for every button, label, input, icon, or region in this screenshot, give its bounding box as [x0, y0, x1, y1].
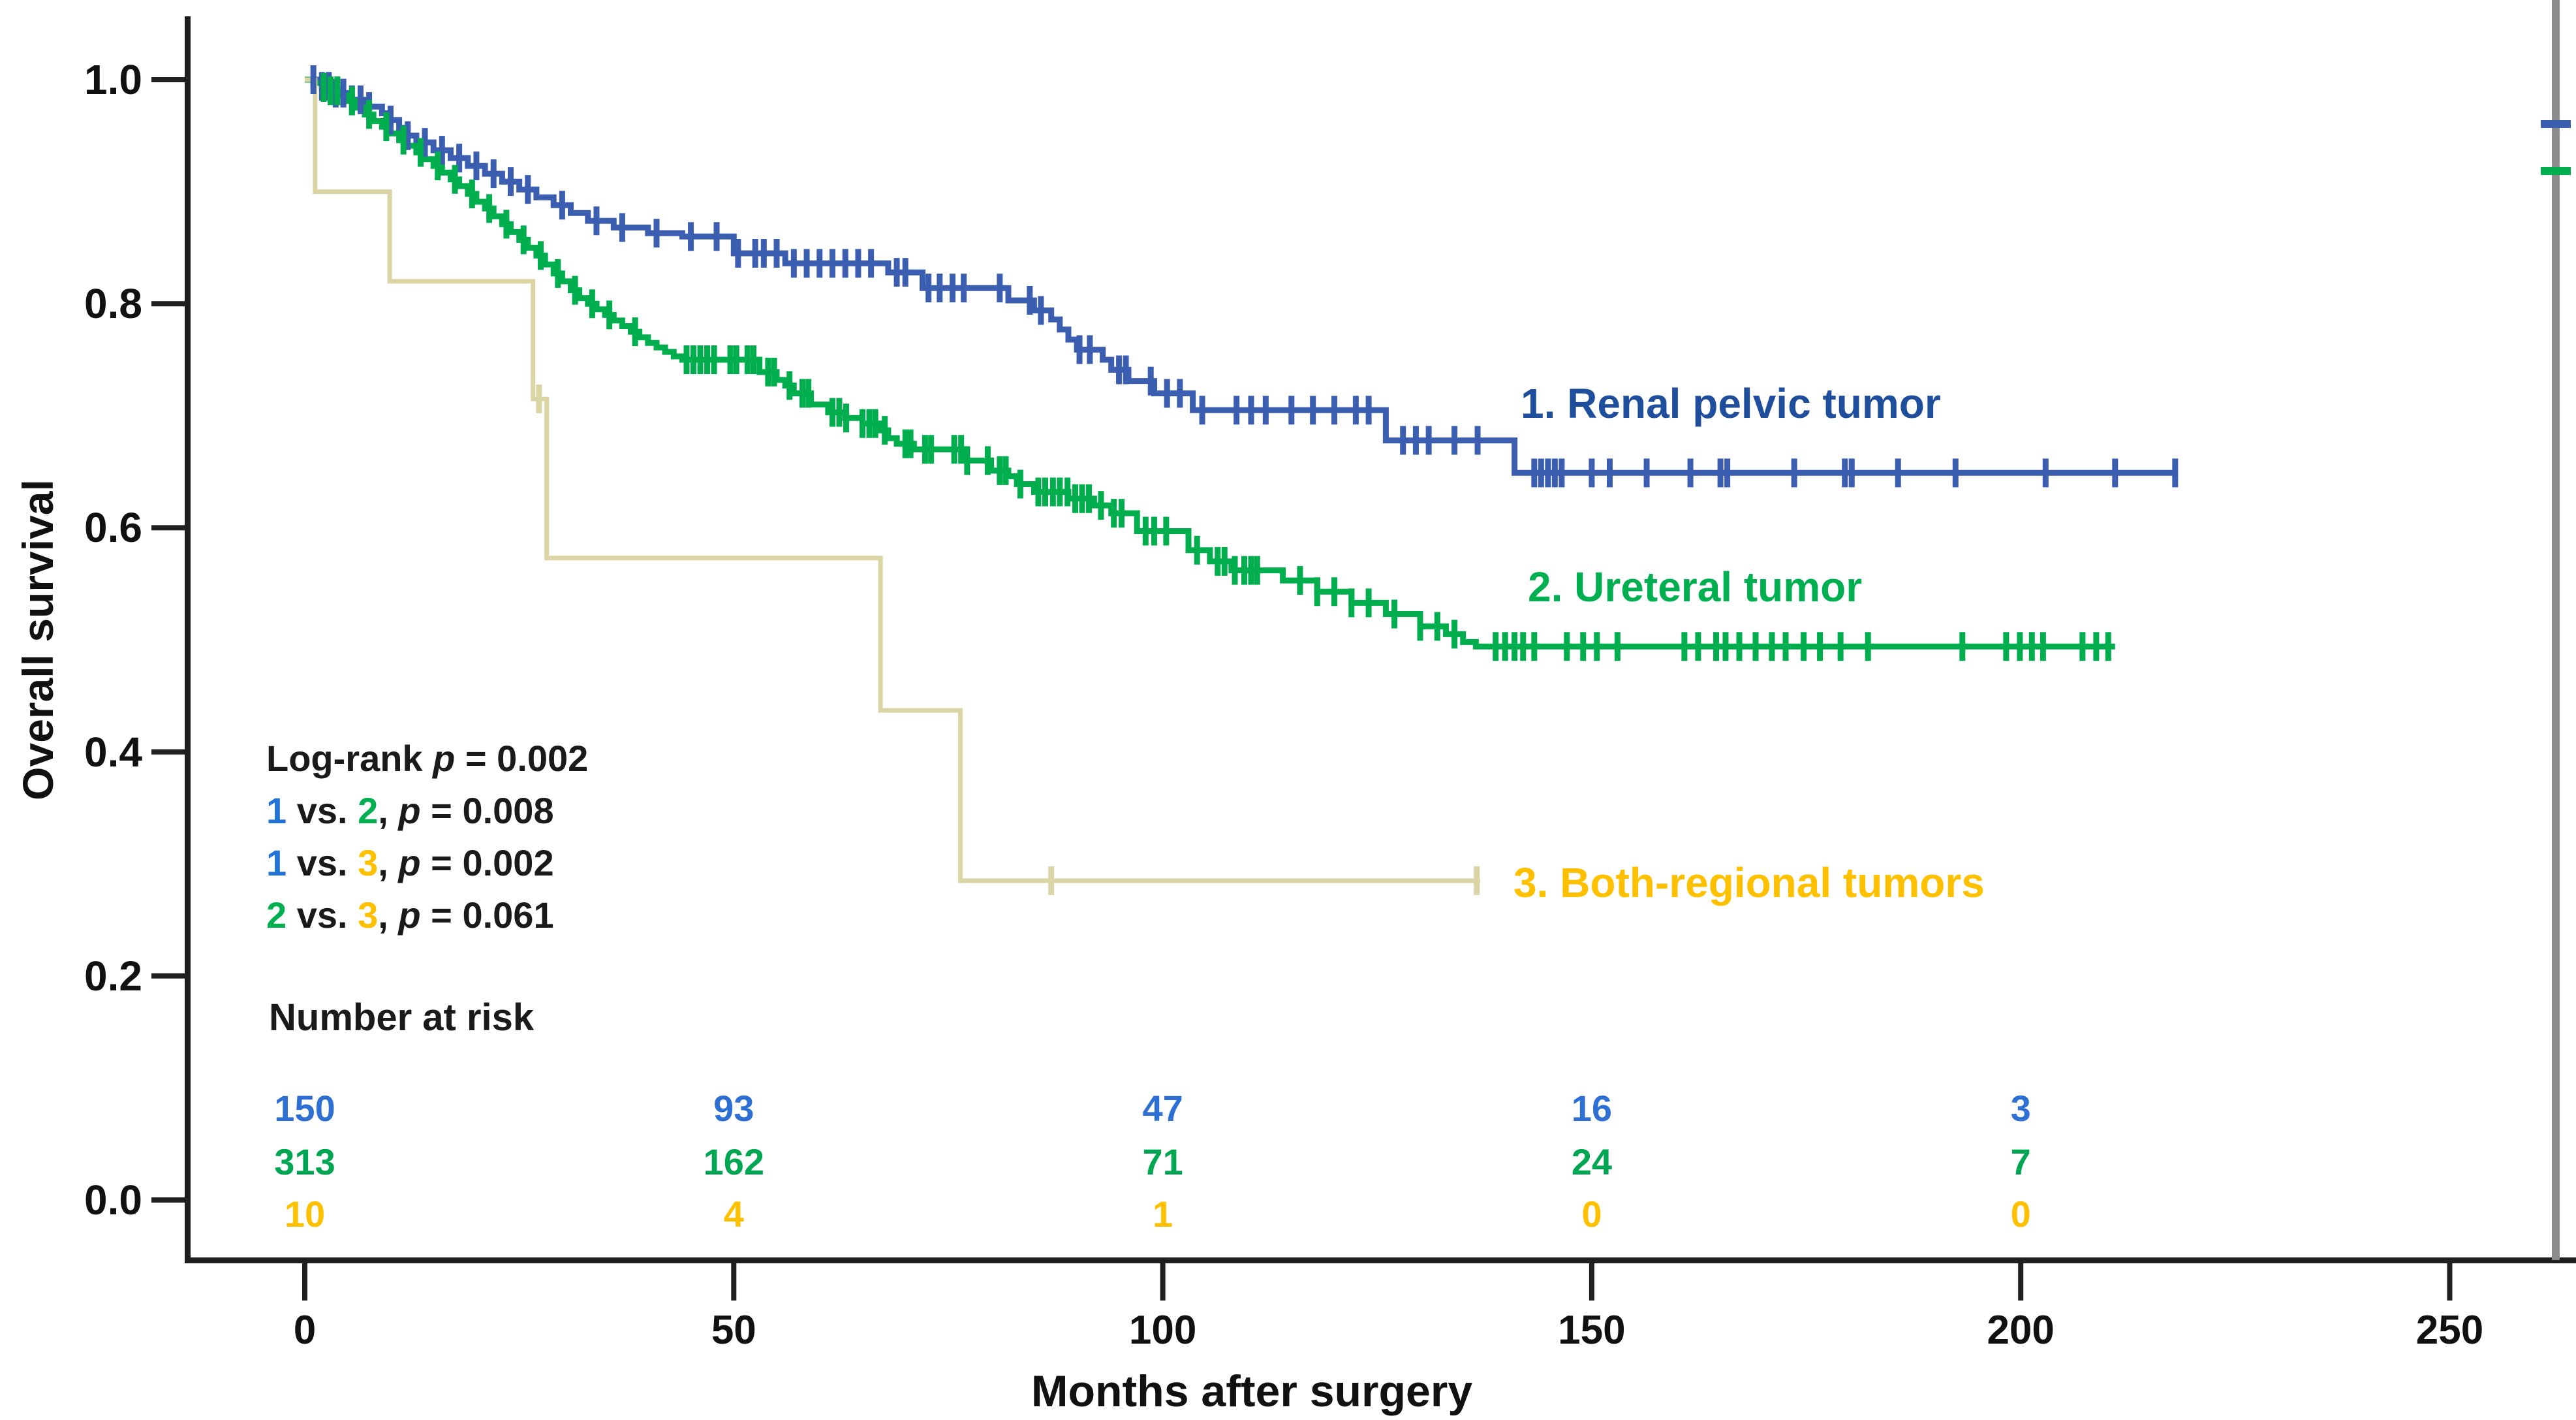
y-tick-label: 0.2 — [84, 952, 142, 1000]
p-value-annotations: Log-rank p = 0.002 1 vs. 2, p = 0.008 1 … — [266, 733, 588, 941]
risk-count-renal-pelvic-tumor-t150: 16 — [1571, 1088, 1613, 1129]
censor-marks-ureteral-tumor — [320, 73, 2111, 661]
y-tick-label: 0.0 — [84, 1176, 142, 1223]
curve-ureteral-tumor — [305, 76, 2115, 650]
y-tick-label: 0.8 — [84, 280, 142, 328]
pairwise-p-line-2v3: 2 vs. 3, p = 0.061 — [266, 894, 554, 936]
edge-censor-mark — [2541, 167, 2571, 175]
adjacent-panel-edge — [2541, 0, 2571, 1260]
risk-count-ureteral-tumor-t0: 313 — [274, 1141, 335, 1182]
y-tick-label: 0.4 — [84, 728, 142, 776]
risk-count-ureteral-tumor-t50: 162 — [703, 1141, 765, 1182]
risk-count-both-regional-tumors-t150: 0 — [1581, 1193, 1602, 1235]
pairwise-p-line-1v2: 1 vs. 2, p = 0.008 — [266, 790, 554, 831]
legend-label-ureteral-tumor: 2. Ureteral tumor — [1528, 563, 1863, 610]
y-tick-label: 0.6 — [84, 504, 142, 552]
risk-count-both-regional-tumors-t50: 4 — [723, 1193, 744, 1235]
y-tick-label: 1.0 — [84, 56, 142, 103]
logrank-p-line: Log-rank p = 0.002 — [266, 738, 589, 779]
x-tick-label: 0 — [293, 1308, 317, 1353]
axes — [151, 16, 2576, 1301]
censor-marks — [310, 65, 2179, 895]
edge-censor-mark — [2541, 120, 2571, 128]
x-axis-title: Months after surgery — [1031, 1366, 1473, 1416]
risk-count-both-regional-tumors-t200: 0 — [2010, 1193, 2031, 1235]
risk-count-ureteral-tumor-t100: 71 — [1142, 1141, 1183, 1182]
legend-label-renal-pelvic-tumor: 1. Renal pelvic tumor — [1521, 380, 1941, 427]
number-at-risk-title: Number at risk — [269, 996, 535, 1039]
edge-vertical-line — [2552, 0, 2560, 1260]
y-axis-line — [185, 16, 191, 1261]
risk-count-renal-pelvic-tumor-t200: 3 — [2010, 1088, 2031, 1129]
risk-count-both-regional-tumors-t0: 10 — [284, 1193, 326, 1235]
risk-count-renal-pelvic-tumor-t0: 150 — [274, 1088, 335, 1129]
risk-count-renal-pelvic-tumor-t50: 93 — [713, 1088, 754, 1129]
risk-count-renal-pelvic-tumor-t100: 47 — [1142, 1088, 1183, 1129]
x-tick-label: 100 — [1128, 1308, 1197, 1353]
curve-renal-pelvic-tumor — [305, 76, 2175, 476]
x-tick-label: 250 — [2415, 1308, 2484, 1353]
censor-marks-renal-pelvic-tumor — [310, 65, 2179, 488]
risk-count-ureteral-tumor-t200: 7 — [2010, 1141, 2031, 1182]
legend-label-both-regional-tumors: 3. Both-regional tumors — [1513, 859, 1985, 906]
censor-marks-both-regional-tumors — [536, 385, 1480, 895]
x-axis-line — [185, 1257, 2576, 1263]
pairwise-p-line-1v3: 1 vs. 3, p = 0.002 — [266, 842, 554, 883]
x-tick-label: 200 — [1987, 1308, 2055, 1353]
x-tick-label: 50 — [711, 1308, 756, 1353]
risk-count-both-regional-tumors-t100: 1 — [1153, 1193, 1173, 1235]
risk-count-ureteral-tumor-t150: 24 — [1571, 1141, 1613, 1182]
x-tick-label: 150 — [1558, 1308, 1626, 1353]
